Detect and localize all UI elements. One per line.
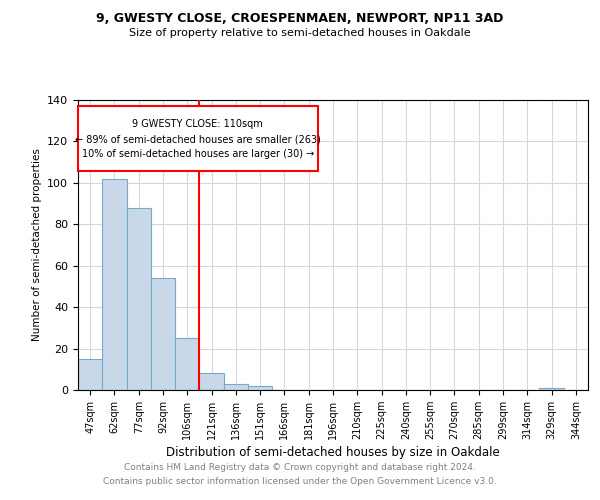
Bar xyxy=(151,278,175,390)
FancyBboxPatch shape xyxy=(78,106,318,171)
X-axis label: Distribution of semi-detached houses by size in Oakdale: Distribution of semi-detached houses by … xyxy=(166,446,500,459)
Text: 9 GWESTY CLOSE: 110sqm
← 89% of semi-detached houses are smaller (263)
10% of se: 9 GWESTY CLOSE: 110sqm ← 89% of semi-det… xyxy=(75,120,321,159)
Text: Contains public sector information licensed under the Open Government Licence v3: Contains public sector information licen… xyxy=(103,477,497,486)
Bar xyxy=(175,338,199,390)
Bar xyxy=(224,384,248,390)
Bar xyxy=(102,178,127,390)
Bar xyxy=(127,208,151,390)
Text: 9, GWESTY CLOSE, CROESPENMAEN, NEWPORT, NP11 3AD: 9, GWESTY CLOSE, CROESPENMAEN, NEWPORT, … xyxy=(97,12,503,26)
Text: Size of property relative to semi-detached houses in Oakdale: Size of property relative to semi-detach… xyxy=(129,28,471,38)
Text: Contains HM Land Registry data © Crown copyright and database right 2024.: Contains HM Land Registry data © Crown c… xyxy=(124,464,476,472)
Bar xyxy=(78,359,102,390)
Bar xyxy=(248,386,272,390)
Bar xyxy=(199,374,224,390)
Y-axis label: Number of semi-detached properties: Number of semi-detached properties xyxy=(32,148,41,342)
Bar xyxy=(539,388,564,390)
